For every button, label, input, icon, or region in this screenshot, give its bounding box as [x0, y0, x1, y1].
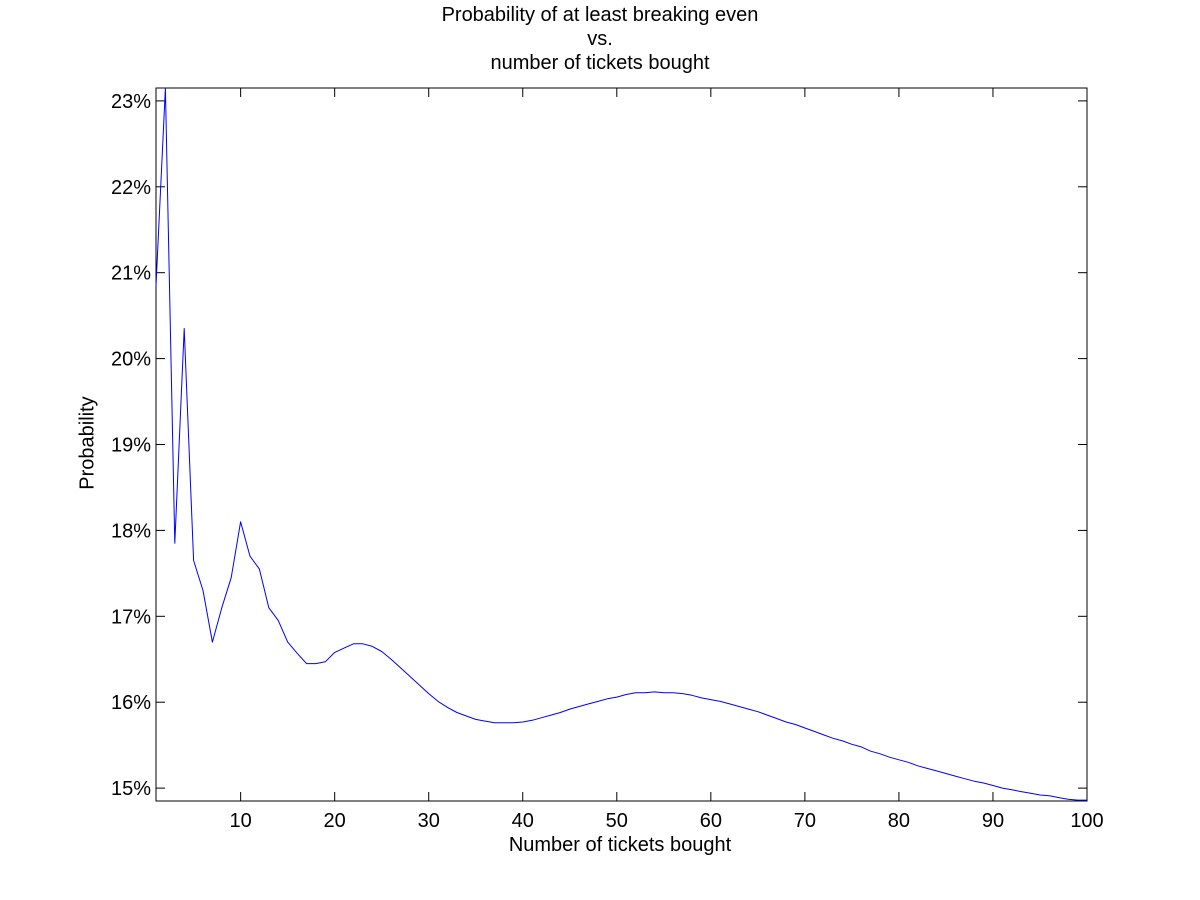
chart-title-line-2: vs. — [587, 28, 613, 50]
x-tick-label: 20 — [324, 810, 346, 832]
chart-title-line-3: number of tickets bought — [490, 52, 710, 74]
x-tick-label: 90 — [982, 810, 1004, 832]
plot-area — [155, 87, 1088, 802]
series-line — [155, 87, 1087, 801]
x-tick-label: 30 — [418, 810, 440, 832]
y-tick-label: 20% — [111, 349, 151, 371]
data-layer — [155, 87, 1087, 801]
x-tick-label: 80 — [888, 810, 910, 832]
ticks-layer: 10 20 30 40 50 60 70 80 90 100 15% 16% 17% 18% 19% 20% 2… — [111, 88, 1104, 832]
y-tick-label: 22% — [111, 177, 151, 199]
x-axis-label: Number of tickets bought — [508, 834, 732, 856]
y-tick-label: 23% — [111, 91, 151, 113]
x-tick-label: 60 — [700, 810, 722, 832]
x-tick-label: 50 — [606, 810, 628, 832]
x-tick-label: 10 — [230, 810, 252, 832]
y-axis-label: Probability — [76, 396, 99, 490]
y-tick-label: 15% — [111, 778, 151, 800]
y-tick-label: 18% — [111, 520, 151, 542]
y-tick-label: 16% — [111, 692, 151, 714]
x-tick-label: 40 — [512, 810, 534, 832]
chart-title-line-1: Probability of at least breaking even — [441, 4, 759, 26]
y-tick-label: 21% — [111, 263, 151, 285]
y-tick-label: 17% — [111, 606, 151, 628]
y-tick-label: 19% — [111, 435, 151, 457]
x-tick-label: 70 — [794, 810, 816, 832]
x-tick-label: 100 — [1070, 810, 1103, 832]
